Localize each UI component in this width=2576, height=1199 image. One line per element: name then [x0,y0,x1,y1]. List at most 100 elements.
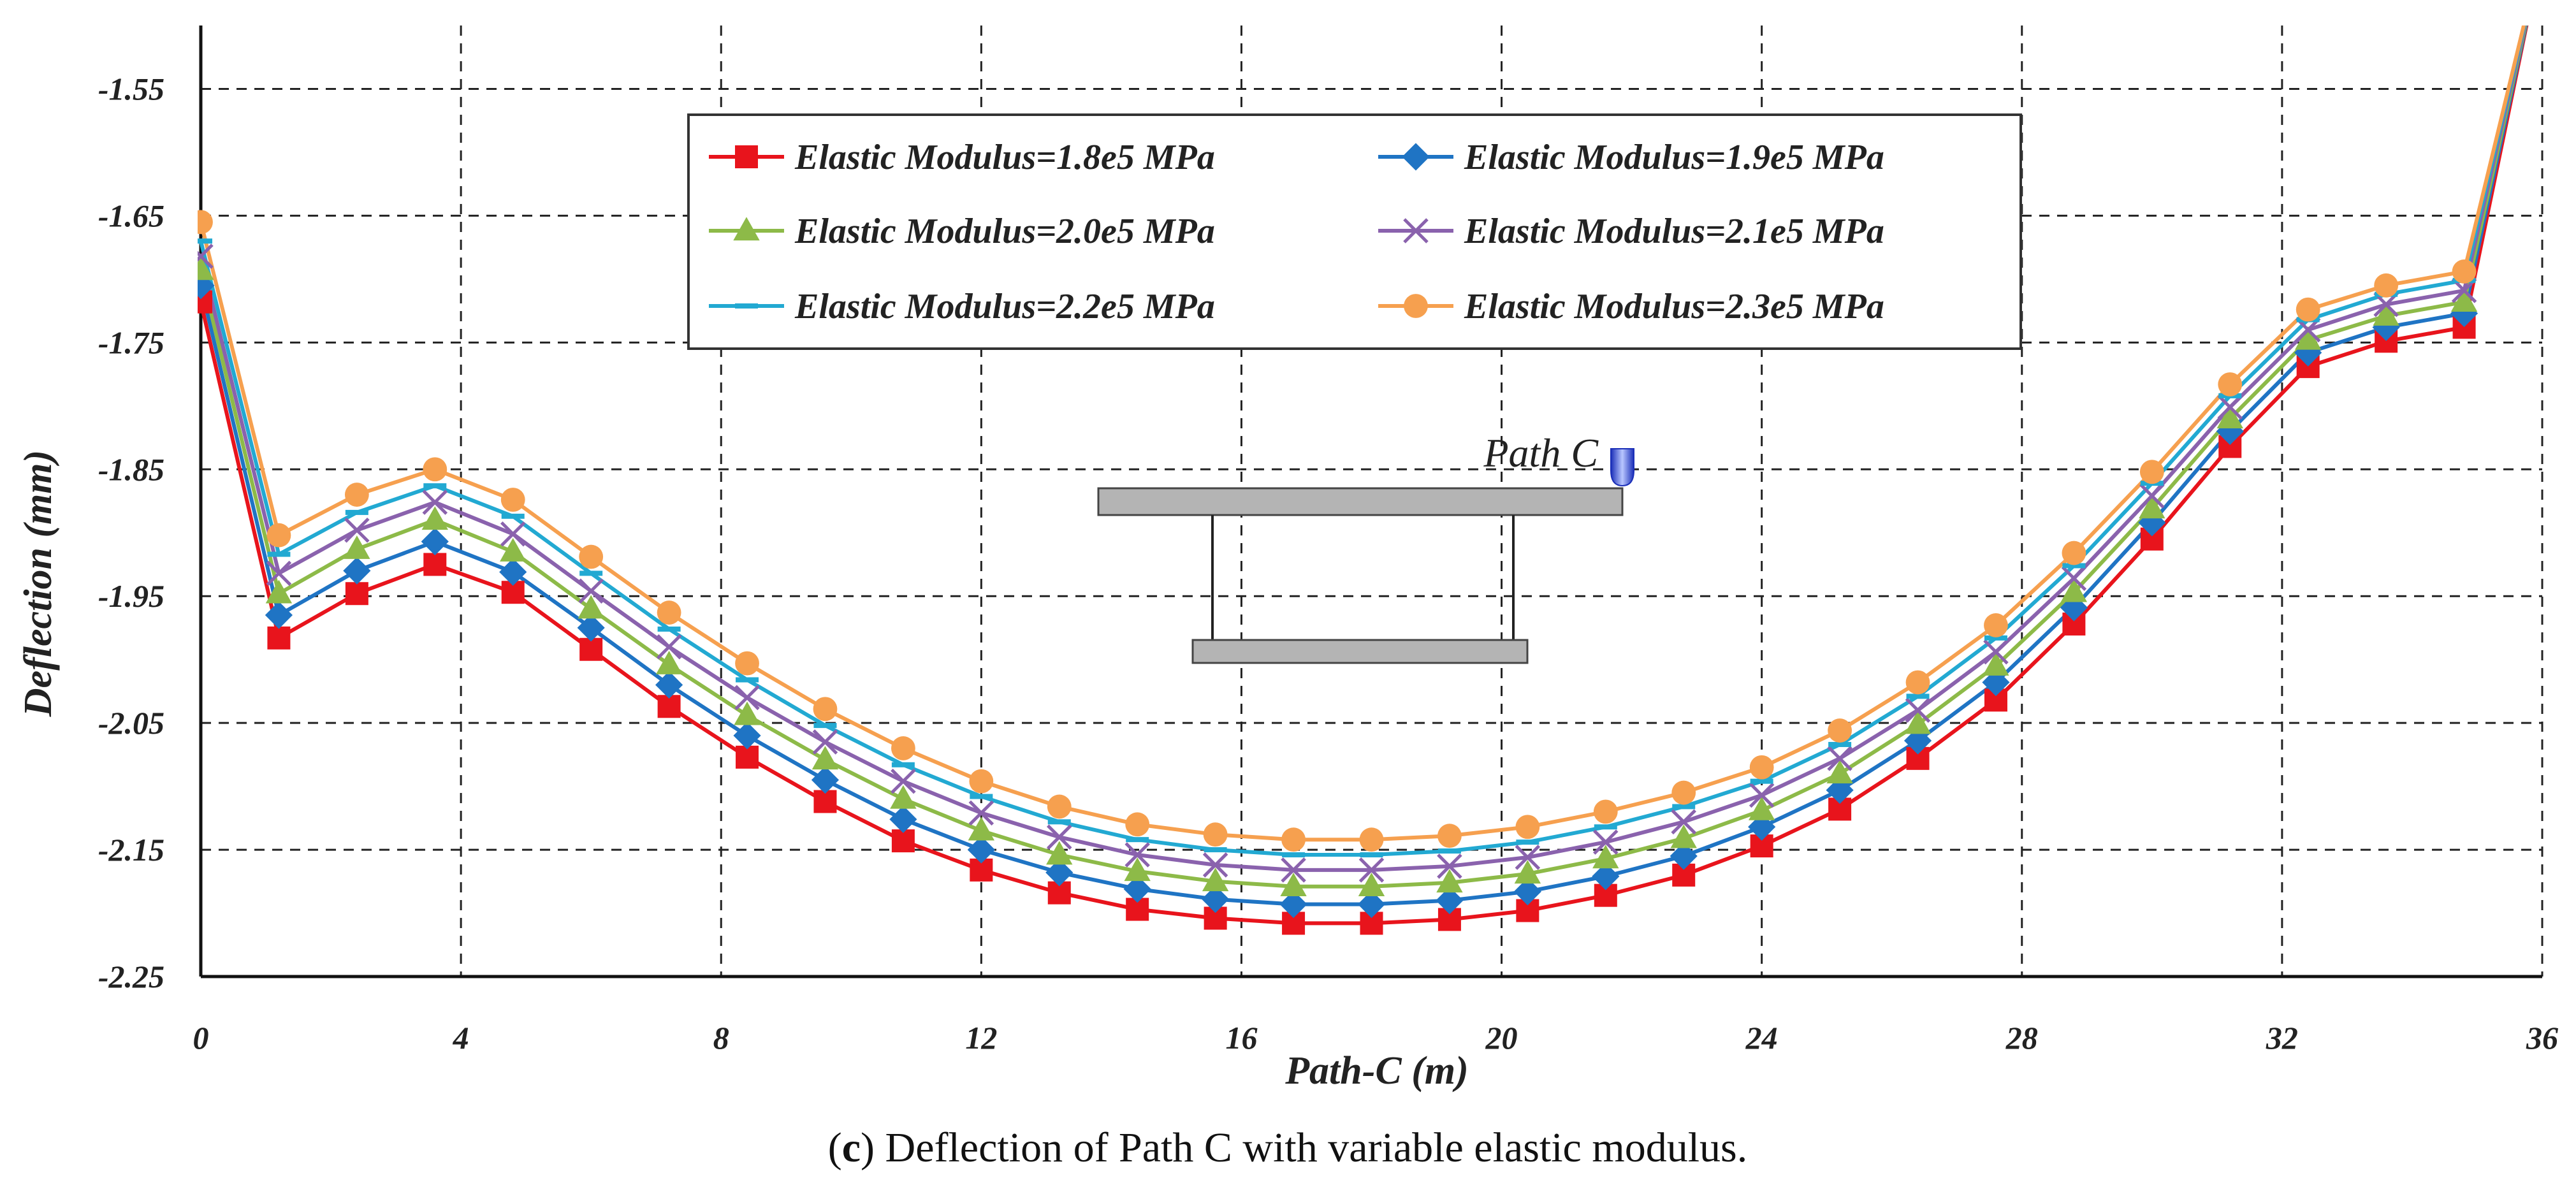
legend-label: Elastic Modulus=2.3e5 MPa [1464,287,1884,326]
data-point [735,651,759,676]
inset-top-flange [1097,487,1624,516]
data-point [1437,854,1462,879]
data-point [2373,302,2399,326]
data-point [198,238,212,244]
data-point [1282,852,1306,858]
data-point [1748,796,1775,820]
data-point [1204,847,1227,853]
data-point [657,626,681,632]
data-point [736,677,759,683]
data-point [2218,372,2243,396]
data-point [500,488,525,512]
x-tick-label: 28 [2005,1020,2038,1056]
caption-text: Deflection of Path C with variable elast… [875,1124,1747,1171]
data-point [1281,857,1306,883]
y-tick-label: -1.65 [98,198,164,233]
data-point [345,582,368,606]
data-point [267,626,291,650]
legend-label: Elastic Modulus=1.9e5 MPa [1464,138,1884,177]
data-point [1592,845,1619,869]
legend-label: Elastic Modulus=1.8e5 MPa [794,138,1215,177]
data-point [579,570,603,576]
data-point [1515,815,1540,839]
data-point [1437,824,1462,848]
data-point [579,637,603,661]
data-point [422,490,448,515]
data-point [2217,395,2243,420]
y-tick-label: -1.55 [98,71,164,106]
data-point [1202,852,1228,878]
data-point [1594,824,1617,830]
data-point [1045,859,1073,887]
data-point [657,600,681,625]
data-point [1749,755,1774,780]
data-point [1750,778,1773,784]
data-point [500,537,527,562]
data-point [344,483,369,507]
data-point [2216,405,2243,428]
data-point [1358,873,1385,897]
data-point [1047,794,1072,819]
y-tick-label: -2.25 [98,959,164,994]
data-point [423,553,447,576]
y-tick-label: -2.05 [98,705,164,741]
data-point [811,766,840,794]
data-point [1671,780,1696,805]
data-point [267,551,291,557]
data-point [1126,837,1149,843]
data-point [501,513,525,519]
data-point [1360,852,1383,858]
legend-label: Elastic Modulus=2.0e5 MPa [794,212,1215,251]
data-point [2295,326,2322,350]
data-point [2139,483,2165,509]
data-point [889,805,917,833]
data-point [967,836,995,864]
x-tick-label: 0 [193,1020,209,1056]
data-point [1202,885,1230,913]
data-point [1828,741,1852,747]
legend-swatch-marker [735,303,758,309]
path-c-pin-icon [1610,448,1634,487]
data-point [1047,824,1072,850]
data-point [1828,718,1852,743]
y-tick-labels: -2.25 -2.15 -2.05 -1.95 -1.85 -1.75 -1.65 -1.55 [98,71,164,994]
data-point [1904,710,1932,734]
data-point [421,506,448,530]
data-point [1046,841,1073,865]
data-point [655,671,683,699]
data-point [1670,842,1698,870]
legend-box [687,113,2022,350]
data-point [1984,635,2007,641]
data-point [344,535,370,559]
data-point [891,829,915,853]
data-point [891,736,915,760]
data-point [1357,890,1386,919]
data-point [968,817,995,841]
data-point [421,528,449,556]
data-point [266,560,292,586]
data-point [891,762,915,767]
legend-swatch-marker [1403,218,1429,243]
data-point [343,556,371,585]
data-point [2452,259,2477,284]
data-point [1670,824,1697,848]
x-tick-label: 20 [1485,1020,1518,1056]
data-point [1281,827,1306,852]
data-point [423,457,448,482]
data-point [1672,804,1696,810]
y-tick-label: -1.75 [98,324,164,360]
legend-swatch-marker [735,145,758,168]
data-point [578,578,604,604]
legend-swatch-marker [1404,294,1428,318]
data-point [1984,613,2008,637]
data-point [265,601,293,629]
data-point [890,785,917,809]
caption-letter: c [842,1124,861,1171]
legend-swatch-marker [1402,143,1430,171]
y-tick-label: -1.85 [98,451,164,487]
data-point [1124,842,1150,868]
x-tick-label: 32 [2266,1020,2298,1056]
data-point [1124,857,1151,882]
legend-swatch-marker [733,217,760,241]
